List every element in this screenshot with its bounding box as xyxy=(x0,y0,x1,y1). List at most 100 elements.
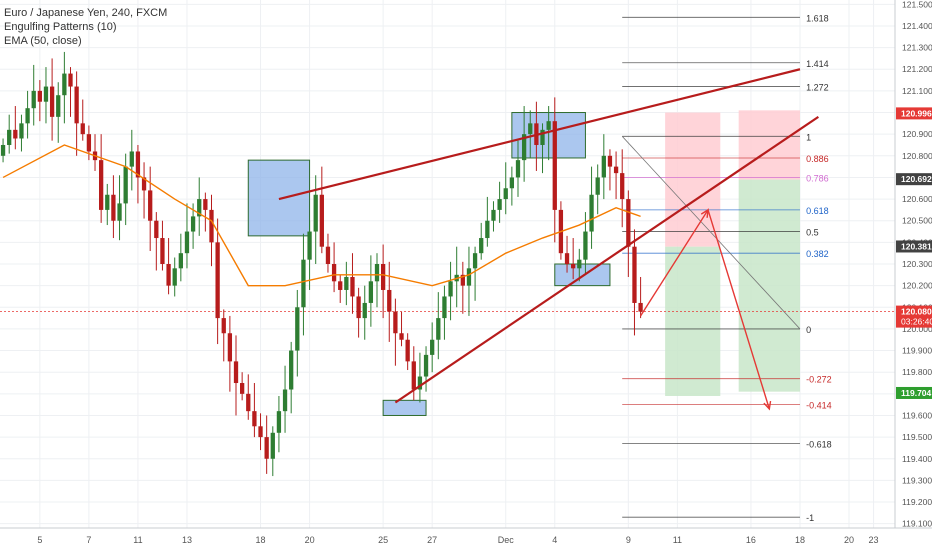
candle-body xyxy=(350,276,355,297)
fib-level-label: 1.272 xyxy=(806,83,829,93)
candle-body xyxy=(197,199,202,217)
time-tick-label: 16 xyxy=(746,535,756,545)
time-axis[interactable]: 5 7 11 13 18 20 25 27 Dec 4 9 11 16 18 20 23 xyxy=(0,527,932,550)
candle-body xyxy=(546,121,551,130)
price-tick-label: 120.300 xyxy=(902,259,932,269)
risk-zone xyxy=(738,110,800,180)
candle-body xyxy=(13,129,18,139)
fibonacci-extension[interactable]: 1.618 1.414 1.272 1 0.886 0.786 0.618 0.5 0.382 0… xyxy=(621,13,832,523)
candle-body xyxy=(289,350,294,390)
candle-body xyxy=(331,264,337,282)
fib-level-label: 1.618 xyxy=(806,13,829,23)
projection-arrows[interactable] xyxy=(640,208,772,411)
candle-body xyxy=(62,73,67,96)
candle-body xyxy=(577,259,582,269)
engulfing-box xyxy=(382,399,427,416)
countdown-label-text: 03:26:40 xyxy=(901,317,932,327)
candle-body xyxy=(368,281,374,303)
candle-body xyxy=(86,134,92,152)
price-label-text: 120.080 xyxy=(901,307,932,317)
candle-body xyxy=(571,264,576,269)
fib-level-label: -0.272 xyxy=(806,375,832,385)
candle-body xyxy=(25,108,30,124)
candle-body xyxy=(503,188,508,200)
reward-zone xyxy=(738,179,800,392)
candle-body xyxy=(7,129,12,145)
price-tick-label: 121.300 xyxy=(902,43,932,53)
price-label-tag xyxy=(896,386,932,399)
time-tick-label: 18 xyxy=(256,535,266,545)
candle-body xyxy=(595,177,600,195)
candle-body xyxy=(344,276,349,290)
time-tick-label: 13 xyxy=(182,535,192,545)
candle-body xyxy=(203,199,208,210)
candle-body xyxy=(43,86,49,102)
price-tick-label: 119.600 xyxy=(902,410,932,420)
candle-body xyxy=(221,318,226,334)
candle-body xyxy=(485,220,490,239)
arrow-head xyxy=(700,208,709,218)
candle-body xyxy=(393,311,398,334)
candle-body xyxy=(141,177,147,191)
price-axis[interactable]: 121.500121.400121.300121.200121.100121.0… xyxy=(894,0,932,550)
candle-body xyxy=(374,264,380,282)
candle-body xyxy=(515,160,521,178)
price-tick-label: 119.800 xyxy=(902,367,932,377)
fib-level-label: 0.886 xyxy=(806,154,829,164)
candle-body xyxy=(99,160,104,210)
trendlines[interactable] xyxy=(278,68,819,404)
candle-body xyxy=(521,134,527,161)
candle-body xyxy=(270,432,275,459)
candle-body xyxy=(31,90,36,109)
candle-body xyxy=(626,199,631,247)
price-tick-label: 119.300 xyxy=(902,475,932,485)
candle-body xyxy=(405,339,410,362)
candle-body xyxy=(448,281,453,297)
time-tick-label: 7 xyxy=(86,535,91,545)
chart-legend: Euro / Japanese Yen, 240, FXCM Engulfing… xyxy=(4,6,167,48)
time-tick-label: 5 xyxy=(37,535,42,545)
study-engulfing-label[interactable]: Engulfing Patterns (10) xyxy=(4,21,117,33)
candle-body xyxy=(564,253,570,264)
candle-body xyxy=(135,151,141,178)
candle-body xyxy=(356,296,361,319)
lower-channel-trendline xyxy=(394,115,819,404)
study-ema-label[interactable]: EMA (50, close) xyxy=(4,35,82,47)
fib-level-label: -0.618 xyxy=(806,440,832,450)
candle-body xyxy=(215,242,220,319)
fib-level-label: 0.5 xyxy=(806,228,819,238)
candle-body xyxy=(0,144,6,156)
fib-diagonal xyxy=(621,136,801,330)
price-label-tag xyxy=(896,173,932,186)
candle-body xyxy=(466,268,472,286)
candle-body xyxy=(380,264,386,290)
time-tick-label: 11 xyxy=(133,535,142,545)
candle-body xyxy=(472,253,478,269)
candle-body xyxy=(583,231,588,260)
candle-body xyxy=(607,155,613,167)
candle-body xyxy=(552,121,557,210)
candle-body xyxy=(105,194,110,210)
candle-body xyxy=(160,238,165,264)
symbol-title[interactable]: Euro / Japanese Yen, 240, FXCM xyxy=(4,7,168,19)
position-zones[interactable] xyxy=(665,110,800,396)
candle-body xyxy=(528,123,533,135)
candle-body xyxy=(111,194,116,221)
fib-level-label: -0.414 xyxy=(806,401,832,411)
candle-body xyxy=(264,437,269,459)
price-tick-label: 120.800 xyxy=(902,151,932,161)
fib-level-label: 0.786 xyxy=(806,173,829,183)
fib-level-label: -1 xyxy=(806,513,814,523)
candle-body xyxy=(227,333,233,362)
candlesticks xyxy=(0,51,643,477)
reward-zone xyxy=(665,246,721,396)
candle-body xyxy=(184,231,190,254)
price-label-tag xyxy=(896,107,932,120)
price-tick-label: 121.400 xyxy=(902,21,932,31)
time-tick-label: 9 xyxy=(626,535,631,545)
candle-body xyxy=(282,389,288,412)
candle-body xyxy=(417,376,423,390)
candle-body xyxy=(74,86,79,124)
candle-body xyxy=(423,354,429,377)
